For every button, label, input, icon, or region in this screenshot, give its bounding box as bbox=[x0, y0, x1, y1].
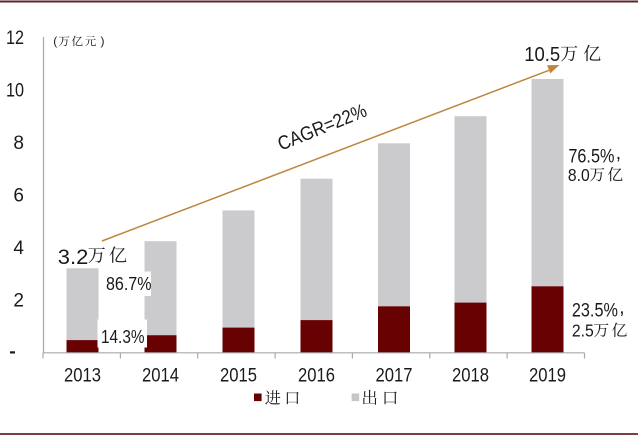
svg-text:4: 4 bbox=[13, 238, 24, 259]
svg-text:10: 10 bbox=[6, 81, 24, 102]
svg-text:6: 6 bbox=[13, 186, 24, 207]
svg-text:86.7%: 86.7% bbox=[106, 273, 152, 294]
svg-text:2015: 2015 bbox=[220, 366, 257, 387]
svg-text:(: ( bbox=[53, 34, 57, 48]
svg-text:2018: 2018 bbox=[452, 366, 489, 387]
svg-text:23.5%: 23.5% bbox=[572, 301, 618, 322]
svg-text:2017: 2017 bbox=[376, 366, 413, 387]
svg-text:10.5: 10.5 bbox=[524, 44, 560, 66]
svg-text:8.0: 8.0 bbox=[568, 165, 590, 185]
svg-text:,: , bbox=[619, 297, 624, 318]
svg-text:2016: 2016 bbox=[298, 366, 335, 387]
svg-text:2.5: 2.5 bbox=[572, 321, 594, 341]
svg-text:8: 8 bbox=[13, 133, 24, 154]
svg-text:14.3%: 14.3% bbox=[101, 326, 145, 347]
svg-text:12: 12 bbox=[6, 28, 24, 49]
svg-text:,: , bbox=[616, 143, 621, 164]
svg-text:3.2: 3.2 bbox=[58, 246, 89, 269]
svg-text:76.5%: 76.5% bbox=[568, 147, 614, 168]
svg-text:2014: 2014 bbox=[142, 366, 179, 387]
svg-text:2019: 2019 bbox=[529, 366, 566, 387]
svg-text:): ) bbox=[101, 34, 105, 48]
svg-text:2013: 2013 bbox=[64, 366, 101, 387]
svg-text:2: 2 bbox=[13, 290, 24, 311]
